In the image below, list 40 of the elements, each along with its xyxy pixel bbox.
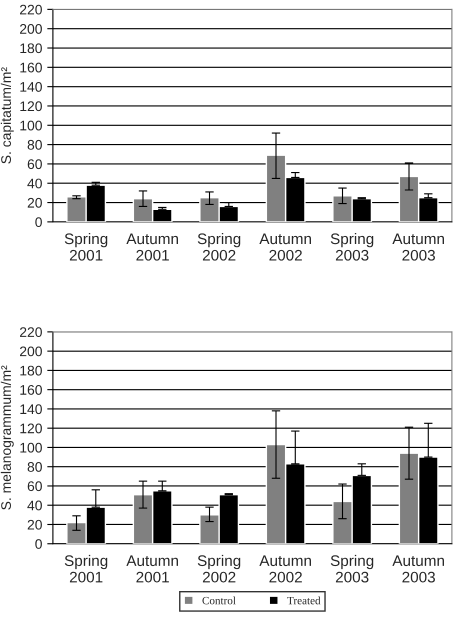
y-tick-label: 20 xyxy=(28,520,42,530)
x-tick-label: Spring 2003 xyxy=(330,232,374,261)
y-tick-label: 100 xyxy=(20,442,42,453)
y-tick-label: 80 xyxy=(28,462,42,472)
legend-label: Control xyxy=(202,596,236,604)
y-tick-label: 120 xyxy=(20,424,42,434)
x-tick-label: Autumn 2002 xyxy=(259,234,311,261)
x-tick-label: Autumn 2003 xyxy=(392,555,444,583)
x-tick-label: Autumn 2001 xyxy=(126,555,178,583)
y-tick-label: 180 xyxy=(20,366,42,376)
x-tick-label: Spring 2001 xyxy=(64,232,108,261)
y-tick-label: 40 xyxy=(27,178,42,188)
x-tick-label: Autumn 2001 xyxy=(126,234,178,261)
y-tick-label: 160 xyxy=(20,62,42,72)
y-tick-label: 80 xyxy=(28,140,42,150)
y-tick-label: 200 xyxy=(20,346,42,356)
x-tick-label: Spring 2002 xyxy=(198,554,240,583)
x-tick-label: Autumn 2002 xyxy=(259,555,311,583)
y-tick-label: 100 xyxy=(20,120,42,130)
x-tick-label: Spring 2003 xyxy=(330,554,374,583)
y-tick-label: 220 xyxy=(20,327,42,338)
y-tick-label: 20 xyxy=(28,198,42,208)
y-tick-label: 160 xyxy=(20,384,42,395)
y-tick-label: 220 xyxy=(20,4,42,15)
y-tick-label: 0 xyxy=(35,217,42,228)
y-tick-label: 120 xyxy=(20,101,42,112)
y-tick-label: 60 xyxy=(28,159,42,170)
x-tick-label: Spring 2002 xyxy=(198,232,240,261)
y-tick-label: 0 xyxy=(35,539,42,549)
legend-label: Treated xyxy=(287,596,320,604)
x-tick-label: Spring 2001 xyxy=(64,554,108,583)
y-tick-label: 200 xyxy=(20,24,42,34)
x-tick-label: Autumn 2003 xyxy=(392,234,444,261)
y-tick-label: 60 xyxy=(28,481,42,492)
y-axis-title: S. capitatum/m² xyxy=(0,67,14,164)
y-axis-title: S. melanogrammum/m² xyxy=(0,366,14,510)
y-tick-label: 140 xyxy=(20,82,42,92)
y-tick-label: 140 xyxy=(20,404,42,414)
y-tick-label: 180 xyxy=(20,43,42,54)
y-tick-label: 40 xyxy=(27,500,42,510)
